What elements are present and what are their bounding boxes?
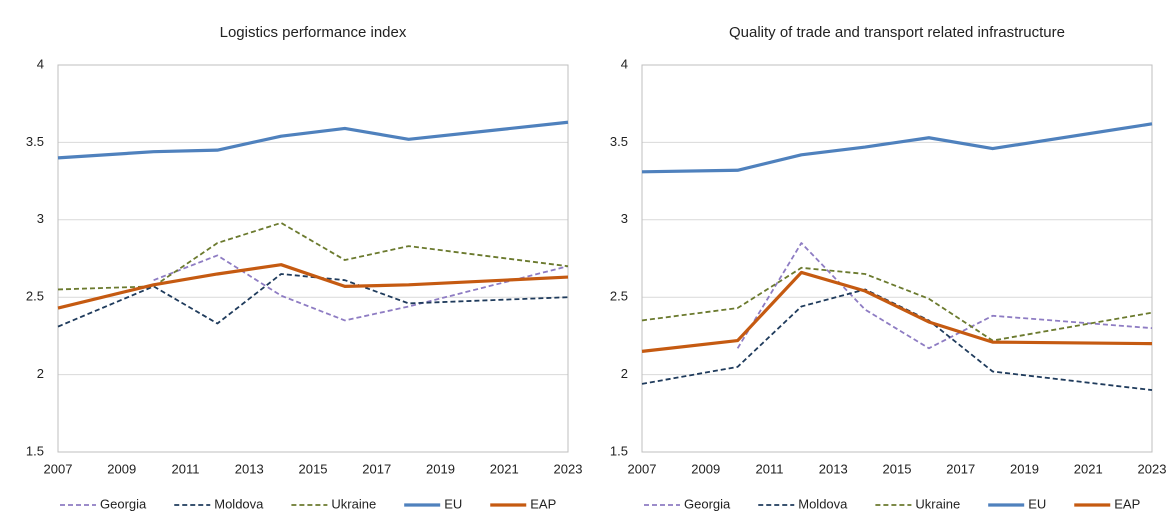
x-tick-label: 2019: [1010, 461, 1039, 476]
legend-label: EU: [1028, 496, 1046, 511]
y-tick-label: 1.5: [26, 443, 44, 458]
plot-border: [57, 64, 569, 453]
y-tick-label: 2.5: [26, 289, 44, 304]
y-tick-label: 4: [37, 56, 44, 71]
legend-label: Moldova: [798, 496, 848, 511]
legend-label: EU: [444, 496, 462, 511]
y-tick-label: 3: [621, 211, 628, 226]
x-tick-label: 2021: [1074, 461, 1103, 476]
y-tick-label: 3.5: [610, 134, 628, 149]
chart-title: Logistics performance index: [220, 24, 407, 41]
x-tick-label: 2011: [756, 461, 784, 476]
x-tick-label: 2013: [819, 461, 848, 476]
series-line: [153, 254, 569, 322]
x-tick-label: 2019: [426, 461, 455, 476]
x-tick-label: 2017: [362, 461, 391, 476]
series-line: [57, 273, 569, 328]
legend-label: EAP: [1114, 496, 1140, 511]
series-line: [57, 263, 569, 310]
legend-label: Ukraine: [915, 496, 960, 511]
series-line: [641, 122, 1153, 174]
x-tick-label: 2007: [628, 461, 657, 476]
series-line: [57, 120, 569, 160]
y-tick-label: 3: [37, 211, 44, 226]
legend-label: Georgia: [684, 496, 731, 511]
legend-label: Ukraine: [331, 496, 376, 511]
x-tick-label: 2009: [107, 461, 136, 476]
series-line: [641, 270, 1153, 353]
plot-border: [641, 64, 1153, 453]
y-tick-label: 4: [621, 56, 628, 71]
y-tick-label: 3.5: [26, 134, 44, 149]
x-tick-label: 2021: [490, 461, 519, 476]
x-tick-label: 2015: [883, 461, 912, 476]
x-tick-label: 2009: [691, 461, 720, 476]
legend-label: Moldova: [214, 496, 264, 511]
series-line: [57, 221, 569, 291]
legend-label: EAP: [530, 496, 556, 511]
x-tick-label: 2023: [554, 461, 583, 476]
x-tick-label: 2007: [44, 461, 73, 476]
y-tick-label: 2: [621, 366, 628, 381]
series-line: [736, 242, 1153, 350]
y-tick-label: 2.5: [610, 289, 628, 304]
chart-title: Quality of trade and transport related i…: [729, 24, 1065, 41]
legend-label: Georgia: [100, 496, 147, 511]
x-tick-label: 2015: [299, 461, 328, 476]
x-tick-label: 2017: [946, 461, 975, 476]
y-tick-label: 2: [37, 366, 44, 381]
y-tick-label: 1.5: [610, 443, 628, 458]
x-tick-label: 2013: [235, 461, 264, 476]
x-tick-label: 2011: [172, 461, 200, 476]
x-tick-label: 2023: [1138, 461, 1167, 476]
